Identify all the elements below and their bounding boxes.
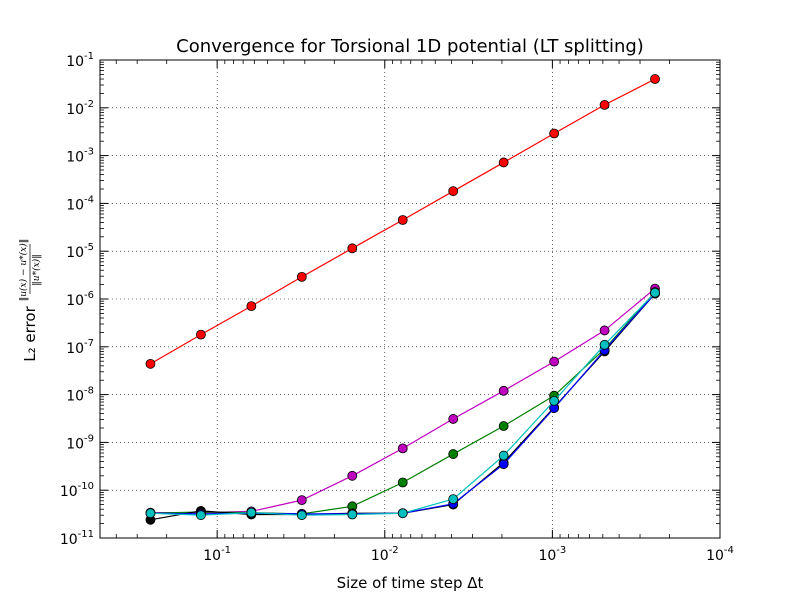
data-point [599,325,610,336]
data-point [196,329,206,340]
data-point [246,301,257,312]
chart-title: Convergence for Torsional 1D potential (… [176,36,644,57]
y-tick-label: 10-6 [66,290,94,309]
data-point [145,358,156,369]
data-point [650,74,660,84]
y-tick-label: 10-8 [66,386,94,405]
y-tick-label: 10-5 [66,242,94,261]
y-tick-label: 10-1 [66,51,94,70]
series-1 [145,74,660,369]
data-point [549,128,560,139]
data-point [599,339,610,350]
y-axis-label-main: L₂ error [21,305,39,361]
data-point [296,510,307,521]
series-6 [145,287,660,521]
y-tick-label: 10-7 [66,338,94,357]
data-point [599,99,610,110]
data-point [650,287,660,298]
data-point [347,243,358,254]
y-axis-label: L₂ error ‖u(x) − u*(x)‖ ‖u*(x)‖ [18,239,42,362]
data-point [448,186,459,197]
data-point [296,271,307,282]
data-point [498,459,509,470]
data-point [397,443,408,454]
data-point [498,450,509,461]
x-tick-label: 10-2 [371,545,399,564]
data-point [296,495,307,506]
data-point [196,510,206,521]
y-axis-label-denominator: ‖u*(x)‖ [31,254,42,285]
data-point [448,414,459,424]
y-tick-label: 10-9 [66,433,94,452]
x-axis-label: Size of time step Δt [337,574,484,592]
data-point [347,509,358,520]
y-tick-label: 10-2 [66,99,94,118]
data-point [347,470,358,481]
data-point [145,508,156,519]
data-point [246,507,257,518]
data-point [549,356,560,367]
data-point [549,395,560,406]
y-axis-label-numerator: ‖u(x) − u*(x)‖ [18,239,29,302]
x-tick-label: 10-4 [706,545,734,564]
y-tick-label: 10-3 [66,147,94,166]
grid [100,60,721,538]
data-point [397,477,408,488]
data-point [498,385,509,396]
y-tick-label: 10-11 [60,529,94,548]
data-point [448,494,459,505]
x-tick-label: 10-1 [203,545,231,564]
series-layer [145,74,660,525]
x-tick-label: 10-3 [538,545,566,564]
y-tick-label: 10-4 [66,194,94,213]
ticks: 10-1 10-2 10-3 10-4 10-11 10-10 10-9 10-8 10-7 10… [60,51,734,564]
data-point [498,157,509,168]
data-point [448,449,459,459]
data-point [498,421,509,431]
data-point [397,215,408,225]
y-tick-label: 10-10 [60,481,94,500]
data-point [397,508,408,519]
